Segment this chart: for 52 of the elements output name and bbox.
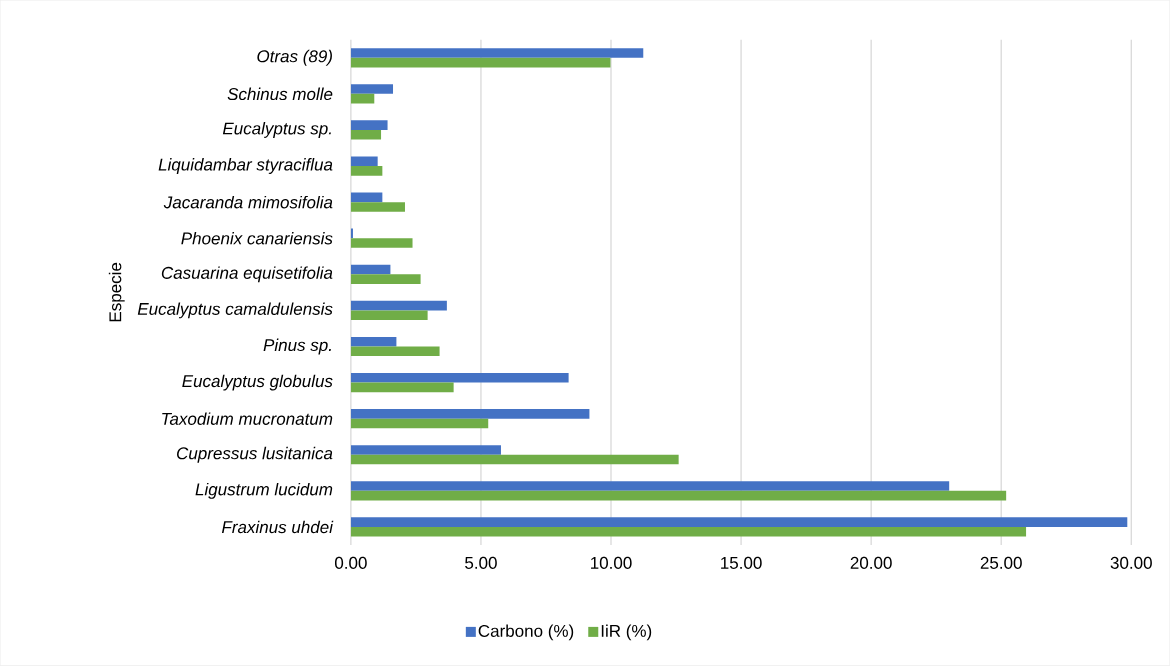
bar — [350, 274, 421, 285]
y-tick-label: Liquidambar styraciflua — [158, 158, 333, 175]
bar — [350, 130, 382, 140]
bar — [350, 120, 388, 131]
bar — [350, 192, 383, 203]
y-tick-label: Otras (89) — [257, 49, 332, 66]
y-tick-label: Casuarina equisetifolia — [161, 266, 333, 283]
y-tick-label: Phoenix canariensis — [181, 232, 333, 245]
bar — [350, 93, 375, 104]
bar — [350, 445, 501, 455]
bar — [350, 481, 950, 491]
bar — [350, 84, 394, 94]
bar — [350, 454, 679, 465]
legend-label: IiR (%) — [601, 624, 652, 641]
bar — [350, 527, 1027, 537]
y-tick-label: Cupressus lusitanica — [177, 446, 333, 463]
y-tick-label: Eucalyptus sp. — [222, 122, 331, 138]
bar — [350, 48, 644, 58]
bar — [350, 346, 440, 357]
x-tick-label: 0.00 — [334, 556, 367, 570]
y-tick-label: Eucalyptus camaldulensis — [137, 302, 333, 319]
x-tick-label: 5.00 — [465, 556, 497, 570]
bar — [350, 166, 383, 176]
bar — [350, 202, 405, 212]
bar — [350, 228, 353, 239]
x-tick-label: 20.00 — [850, 556, 892, 570]
bar — [350, 490, 1007, 501]
y-tick-label: Pinus sp. — [263, 338, 331, 355]
y-tick-label: Schinus molle — [227, 87, 333, 101]
bar — [350, 57, 611, 68]
y-tick-label: Eucalyptus globulus — [182, 374, 333, 391]
y-axis-title: Especie — [108, 262, 125, 322]
y-tick-label: Jacaranda mimosifolia — [163, 196, 333, 209]
legend-label: Carbono (%) — [478, 624, 574, 641]
bar — [350, 310, 428, 321]
x-tick-label: 15.00 — [721, 556, 762, 570]
bar — [350, 300, 447, 311]
bar — [350, 517, 1128, 528]
bar — [350, 238, 413, 248]
x-tick-label: 25.00 — [980, 556, 1022, 570]
y-tick-label: Taxodium mucronatum — [162, 412, 333, 426]
bar — [350, 382, 454, 393]
bar — [350, 409, 590, 419]
bar — [350, 373, 569, 383]
bar — [350, 337, 397, 347]
bar — [350, 156, 378, 167]
x-tick-label: 30.00 — [1110, 556, 1152, 570]
y-tick-label: Ligustrum lucidum — [195, 483, 333, 499]
bar — [350, 418, 489, 429]
bar — [350, 264, 391, 275]
y-tick-label: Fraxinus uhdei — [221, 520, 334, 534]
x-tick-label: 10.00 — [591, 556, 632, 570]
